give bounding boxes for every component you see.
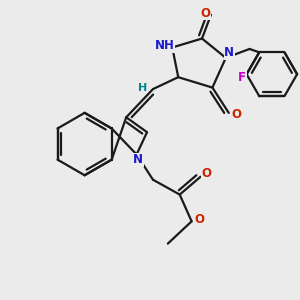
Text: H: H [138,82,147,93]
Text: O: O [194,213,204,226]
Text: O: O [202,167,212,180]
Text: O: O [200,7,210,20]
Text: F: F [238,71,246,84]
Text: NH: NH [155,40,175,52]
Text: O: O [231,108,241,121]
Text: N: N [133,153,143,166]
Text: N: N [224,46,234,59]
